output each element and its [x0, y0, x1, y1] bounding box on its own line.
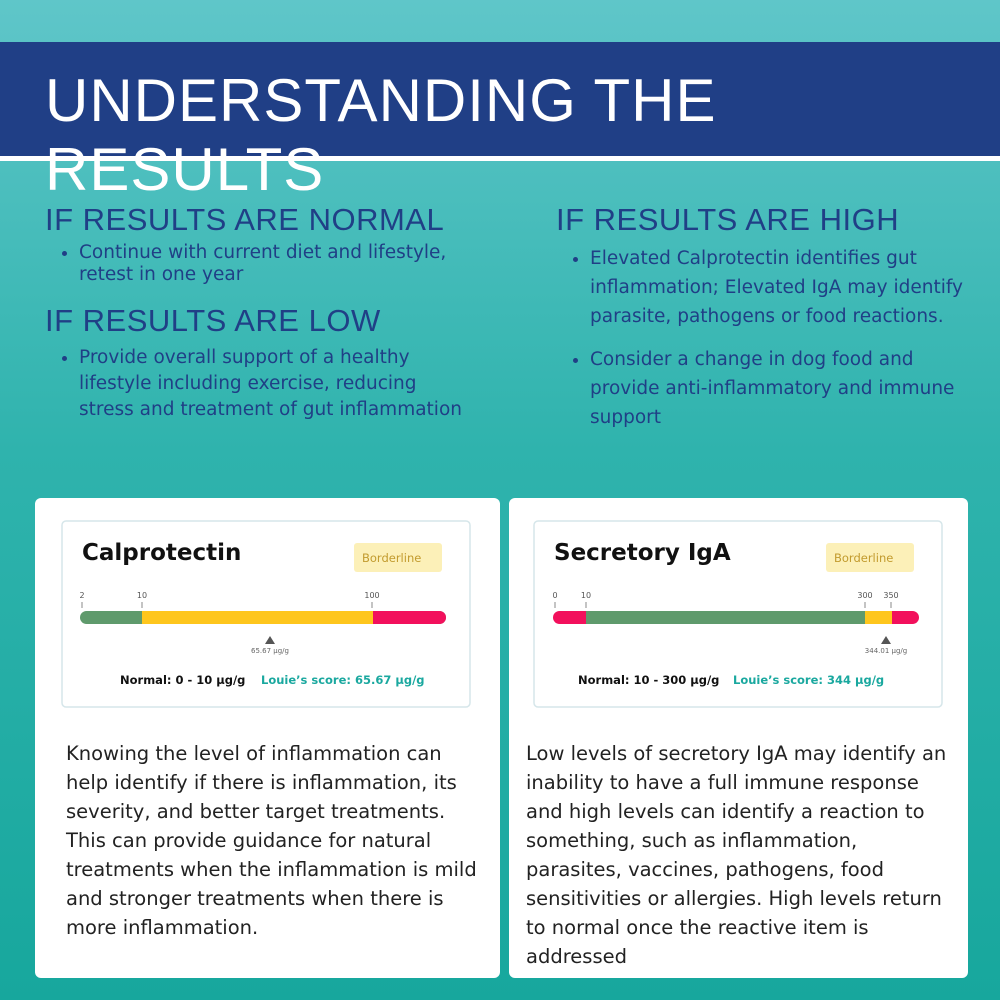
gauge-card: Secretory IgA Borderline 0 10 300 350 34… — [533, 520, 943, 708]
info-card: Secretory IgA Borderline 0 10 300 350 34… — [509, 498, 968, 978]
tick-label: 0 — [552, 591, 557, 600]
bullet-list: Provide overall support of a healthy lif… — [45, 345, 465, 423]
marker — [881, 636, 891, 644]
bullet-list: Elevated Calprotectin identifies gut inf… — [556, 244, 986, 432]
section-normal: IF RESULTS ARE NORMAL Continue with curr… — [45, 202, 485, 300]
bar-segment — [586, 611, 865, 624]
header-band: UNDERSTANDING THE RESULTS — [0, 42, 1000, 203]
bullet: Provide overall support of a healthy lif… — [79, 345, 465, 423]
marker-label: 344.01 µg/g — [865, 647, 907, 655]
description: Low levels of secretory IgA may identify… — [526, 742, 947, 968]
section-title: IF RESULTS ARE HIGH — [556, 202, 900, 237]
marker-label: 65.67 µg/g — [251, 647, 289, 655]
gauge-title: Secretory IgA — [554, 540, 731, 566]
tick-label: 10 — [581, 591, 591, 600]
badge-label: Borderline — [362, 551, 421, 565]
bullet-list: Continue with current diet and lifestyle… — [45, 242, 485, 286]
bar-segment — [865, 611, 892, 624]
normal-range: Normal: 10 - 300 µg/g — [578, 673, 719, 687]
gauge-title: Calprotectin — [82, 540, 241, 566]
bar-segment — [142, 611, 373, 624]
description: Knowing the level of inflammation can he… — [66, 742, 477, 939]
bullet: Elevated Calprotectin identifies gut inf… — [590, 244, 986, 331]
gauge-bar — [553, 611, 919, 624]
score: Louie’s score: 344 µg/g — [733, 673, 884, 687]
header-title: UNDERSTANDING THE RESULTS — [45, 67, 717, 203]
tick-label: 100 — [364, 591, 379, 600]
info-card: Calprotectin Borderline 2 10 100 65.67 µ… — [35, 498, 500, 978]
section-title: IF RESULTS ARE NORMAL — [45, 202, 445, 237]
tick-label: 10 — [137, 591, 147, 600]
tick-label: 350 — [883, 591, 898, 600]
section-high: IF RESULTS ARE HIGH Elevated Calprotecti… — [556, 202, 986, 446]
badge-label: Borderline — [834, 551, 893, 565]
badge — [826, 543, 914, 572]
gauge-card: Calprotectin Borderline 2 10 100 65.67 µ… — [61, 520, 471, 708]
score: Louie’s score: 65.67 µg/g — [261, 673, 425, 687]
section-low: IF RESULTS ARE LOW Provide overall suppo… — [45, 303, 465, 437]
tick-label: 2 — [79, 591, 84, 600]
section-title: IF RESULTS ARE LOW — [45, 303, 381, 338]
bullet: Continue with current diet and lifestyle… — [79, 242, 485, 286]
gauge-bar — [80, 611, 446, 624]
normal-range: Normal: 0 - 10 µg/g — [120, 673, 245, 687]
bullet: Consider a change in dog food and provid… — [590, 345, 986, 432]
bar-segment — [373, 611, 393, 624]
badge — [354, 543, 442, 572]
tick-label: 300 — [857, 591, 872, 600]
marker — [265, 636, 275, 644]
